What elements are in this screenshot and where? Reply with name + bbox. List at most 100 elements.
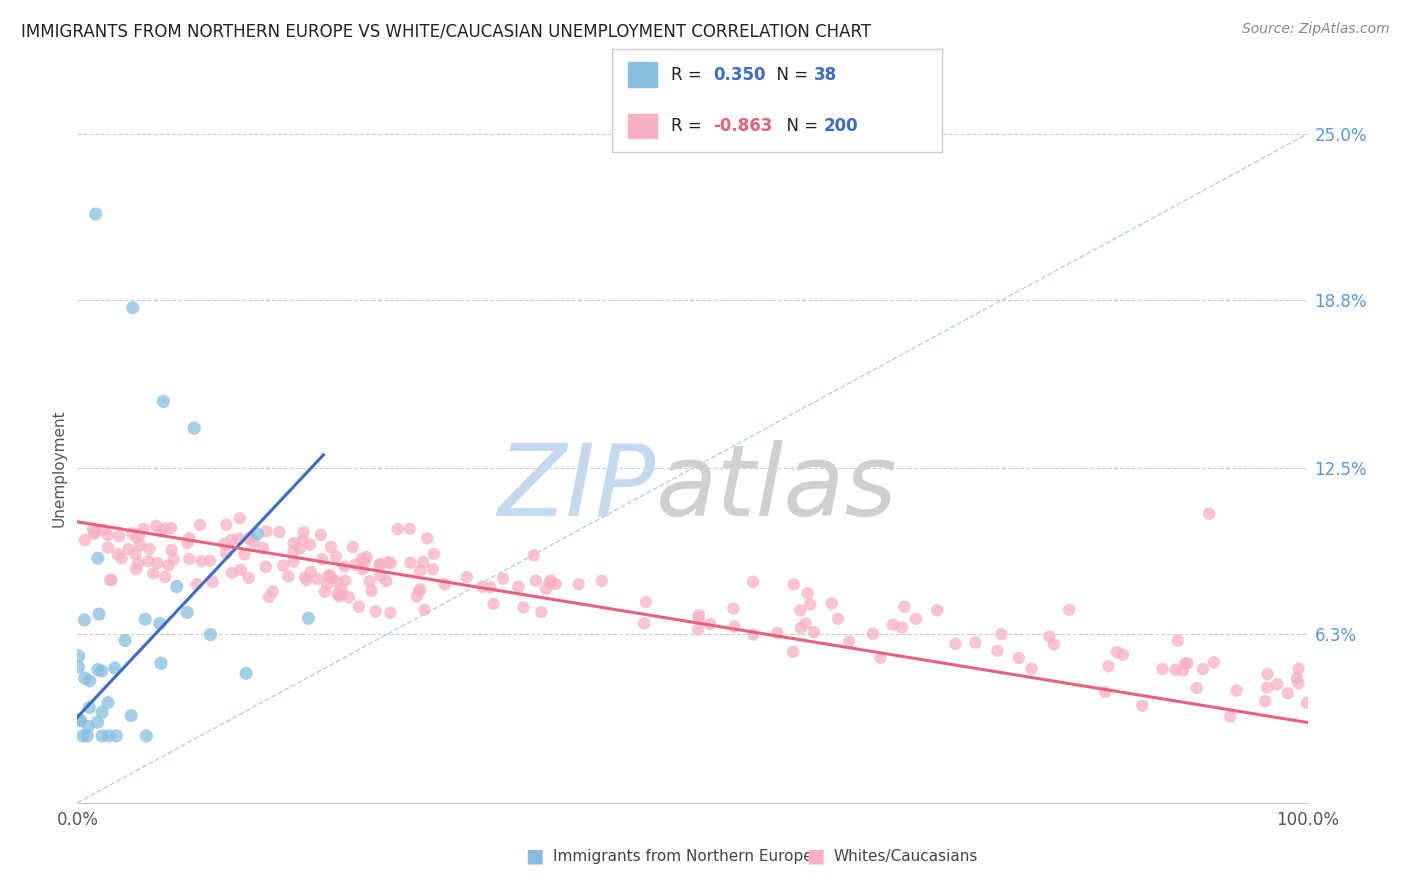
Point [330, 587, 353, 601]
Point [86, 715, 108, 730]
Point [508, 580, 530, 594]
Point [1192, 662, 1215, 676]
Point [796, 586, 818, 600]
Point [342, 540, 364, 554]
Point [1038, 629, 1060, 643]
Point [294, 570, 316, 584]
Point [271, 558, 294, 573]
Point [368, 557, 391, 571]
Point [375, 574, 398, 588]
Point [530, 605, 553, 619]
Point [1254, 694, 1277, 708]
Point [1152, 662, 1174, 676]
Point [111, 551, 134, 566]
Point [352, 562, 374, 576]
Point [965, 635, 987, 649]
Point [319, 540, 342, 554]
Point [1277, 686, 1299, 700]
Point [803, 625, 825, 640]
Point [134, 612, 156, 626]
Point [699, 617, 721, 632]
Point [782, 577, 804, 591]
Point [337, 591, 360, 605]
Point [125, 531, 148, 545]
Point [380, 556, 402, 570]
Point [142, 566, 165, 581]
Point [316, 577, 339, 591]
Point [688, 608, 710, 623]
Point [471, 580, 494, 594]
Point [335, 574, 357, 588]
Point [319, 568, 342, 582]
Point [127, 557, 149, 571]
Point [298, 538, 321, 552]
Point [356, 549, 378, 564]
Point [257, 590, 280, 604]
Point [433, 577, 456, 591]
Point [67, 713, 90, 727]
Point [105, 729, 128, 743]
Point [322, 571, 344, 585]
Point [87, 551, 110, 566]
Point [524, 574, 547, 588]
Point [827, 612, 849, 626]
Point [927, 603, 949, 617]
Text: 0.350: 0.350 [713, 66, 765, 84]
Point [212, 537, 235, 551]
Point [794, 616, 817, 631]
Point [190, 554, 212, 568]
Point [160, 543, 183, 558]
Point [233, 548, 256, 562]
Point [352, 551, 374, 566]
Point [150, 524, 173, 538]
Point [1257, 667, 1279, 681]
Point [1021, 662, 1043, 676]
Point [633, 616, 655, 631]
Point [84, 525, 107, 540]
Point [277, 569, 299, 583]
Point [77, 719, 100, 733]
Point [904, 612, 927, 626]
Point [1167, 633, 1189, 648]
Text: -0.863: -0.863 [713, 117, 772, 135]
Point [347, 599, 370, 614]
Point [882, 617, 904, 632]
Point [838, 634, 860, 648]
Point [67, 648, 90, 663]
Point [1219, 709, 1241, 723]
Text: N =: N = [766, 66, 814, 84]
Point [1174, 657, 1197, 671]
Point [387, 522, 409, 536]
Point [406, 590, 429, 604]
Point [90, 664, 112, 678]
Point [359, 574, 381, 589]
Point [1177, 657, 1199, 671]
Point [412, 555, 434, 569]
Text: R =: R = [671, 66, 707, 84]
Point [157, 558, 180, 573]
Point [283, 544, 305, 558]
Point [318, 568, 340, 582]
Point [986, 644, 1008, 658]
Point [69, 714, 91, 728]
Text: Whites/Caucasians: Whites/Caucasians [834, 849, 979, 863]
Point [723, 619, 745, 633]
Point [893, 599, 915, 614]
Point [256, 524, 278, 539]
Point [79, 673, 101, 688]
Point [239, 530, 262, 544]
Point [568, 577, 591, 591]
Text: Immigrants from Northern Europe: Immigrants from Northern Europe [553, 849, 813, 863]
Point [1285, 671, 1308, 685]
Point [84, 207, 107, 221]
Point [83, 526, 105, 541]
Point [634, 595, 657, 609]
Point [252, 541, 274, 556]
Point [152, 394, 174, 409]
Point [117, 542, 139, 557]
Point [179, 552, 201, 566]
Point [76, 729, 98, 743]
Point [215, 546, 238, 560]
Point [1171, 663, 1194, 677]
Point [409, 564, 432, 578]
